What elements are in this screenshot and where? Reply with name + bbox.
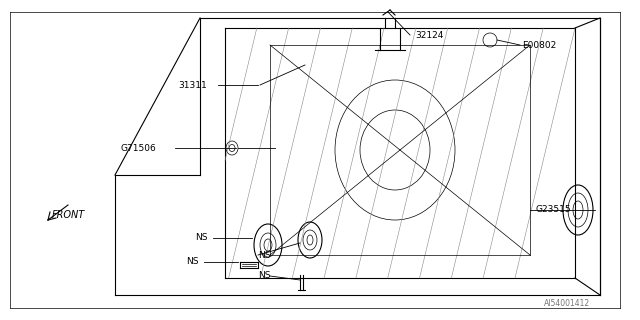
Text: NS: NS	[195, 234, 207, 243]
Text: E00802: E00802	[522, 41, 556, 50]
Text: G71506: G71506	[120, 143, 156, 153]
Text: NS: NS	[186, 258, 198, 267]
Text: 31311: 31311	[178, 81, 207, 90]
Text: G23515: G23515	[535, 205, 571, 214]
Text: 32124: 32124	[415, 30, 444, 39]
Text: NS: NS	[258, 251, 271, 260]
Text: NS: NS	[258, 271, 271, 281]
Text: AI54001412: AI54001412	[544, 299, 590, 308]
Text: FRONT: FRONT	[52, 210, 85, 220]
